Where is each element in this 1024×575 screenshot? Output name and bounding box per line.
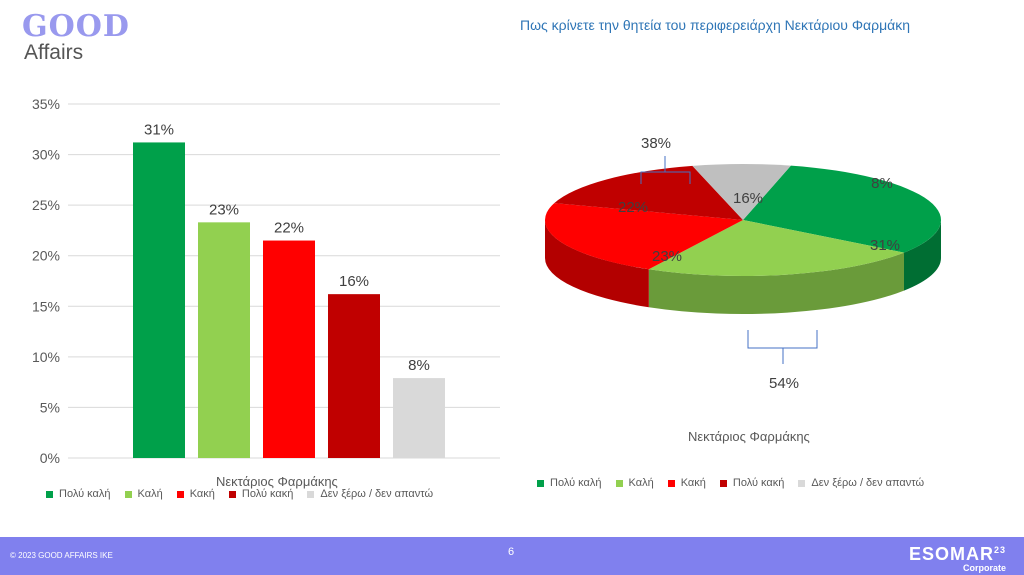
bar-legend-swatch — [307, 490, 315, 498]
bar — [328, 294, 380, 458]
pie-slice — [648, 220, 904, 276]
pie-legend-label: Κακή — [680, 477, 706, 489]
page-number: 6 — [508, 546, 515, 558]
bar-data-label: 23% — [209, 201, 239, 218]
bar-y-tick-label: 35% — [32, 96, 60, 112]
bar-y-tick-label: 0% — [40, 450, 60, 466]
pie-slice — [545, 203, 743, 270]
bar-chart: 0% 5% 10% 15% 20% 25% 30% 35% 31% 23% 22% 16% 8% — [32, 96, 500, 466]
bar-data-label: 8% — [408, 357, 430, 374]
pie-slice-side — [648, 252, 904, 314]
bar-legend-item: Πολύ κακή — [228, 488, 294, 500]
pie-legend-swatch — [798, 479, 806, 487]
pie-chart: 31% 23% 22% 16% 8% 38% 54% — [545, 135, 941, 392]
pie-chart-title: Πως κρίνετε την θητεία του περιφερειάρχη… — [520, 17, 911, 33]
bar-y-tick-label: 25% — [32, 197, 60, 213]
pie-annotation-label: 38% — [641, 135, 671, 152]
bar-legend-item: Δεν ξέρω / δεν απαντώ — [307, 488, 433, 500]
bar-y-tick-label: 15% — [32, 298, 60, 314]
bar-y-tick-label: 5% — [40, 399, 60, 415]
bar-legend-label: Κακή — [189, 488, 215, 500]
pie-chart-xlabel: Νεκτάριος Φαρμάκης — [688, 429, 810, 444]
pie-slice-side — [545, 220, 649, 308]
pie-legend-item: Καλή — [615, 477, 654, 489]
pie-chart-legend: Πολύ καλή Καλή Κακή Πολύ κακή Δεν ξέρω / δεν… — [537, 477, 938, 489]
bar-chart-legend: Πολύ καλή Καλή Κακή Πολύ κακή Δεν ξέρω / δεν… — [46, 488, 447, 500]
bar-legend-label: Δεν ξέρω / δεν απαντώ — [320, 488, 434, 500]
bar — [133, 142, 185, 459]
pie-data-label: 8% — [871, 175, 893, 192]
pie-annotation-bracket — [747, 330, 818, 364]
esomar-logo: ESOMAR23 Corporate — [909, 541, 1006, 573]
bar-legend-swatch — [46, 490, 53, 498]
pie-legend-label: Δεν ξέρω / δεν απαντώ — [811, 477, 925, 489]
bar-data-label: 22% — [274, 220, 304, 237]
bar-legend-swatch — [176, 490, 184, 498]
bar — [198, 222, 250, 458]
pie-legend-item: Πολύ καλή — [537, 477, 602, 489]
pie-legend-item: Κακή — [667, 477, 706, 489]
bar-y-tick-label: 20% — [32, 248, 60, 264]
bar-legend-label: Πολύ κακή — [241, 488, 294, 500]
pie-legend-item: Πολύ κακή — [719, 477, 785, 489]
esomar-corporate: Corporate — [962, 563, 1006, 573]
bar-legend-item: Καλή — [124, 488, 163, 500]
pie-legend-label: Πολύ καλή — [550, 477, 602, 489]
pie-legend-swatch — [719, 479, 727, 487]
copyright-text: © 2023 GOOD AFFAIRS IKE — [10, 551, 113, 560]
pie-legend-label: Καλή — [628, 477, 654, 489]
bar-y-tick-label: 10% — [32, 349, 60, 365]
footer-bar: © 2023 GOOD AFFAIRS IKE 6 ESOMAR23 Corpo… — [0, 537, 1024, 575]
pie-legend-item: Δεν ξέρω / δεν απαντώ — [798, 477, 924, 489]
pie-legend-swatch — [537, 479, 544, 487]
bar — [263, 240, 315, 458]
pie-annotation-label: 54% — [769, 375, 799, 392]
bar-data-label: 31% — [144, 121, 174, 138]
esomar-year: 23 — [993, 545, 1006, 555]
bar-y-tick-label: 30% — [32, 147, 60, 163]
pie-data-label: 31% — [870, 237, 900, 254]
pie-legend-swatch — [615, 479, 623, 487]
bar-legend-item: Κακή — [176, 488, 215, 500]
pie-annotation-bracket — [640, 156, 691, 184]
bar-chart-xlabel: Νεκτάριος Φαρμάκης — [216, 474, 338, 489]
pie-slice — [692, 164, 791, 220]
pie-slice — [554, 165, 743, 220]
esomar-name: ESOMAR — [908, 544, 994, 564]
good-affairs-logo: GOOD Affairs — [22, 12, 130, 64]
pie-slice-side — [903, 220, 941, 291]
pie-slice — [743, 165, 941, 253]
pie-data-label: 22% — [618, 199, 648, 216]
bar-data-label: 16% — [339, 273, 369, 290]
pie-data-label: 23% — [652, 248, 682, 265]
bar — [393, 378, 445, 458]
logo-good-text: GOOD — [22, 9, 130, 44]
bar-legend-swatch — [124, 490, 132, 498]
bar-legend-label: Πολύ καλή — [59, 488, 111, 500]
bar-legend-item: Πολύ καλή — [46, 488, 111, 500]
pie-legend-label: Πολύ κακή — [732, 477, 785, 489]
logo-affairs-text: Affairs — [24, 41, 84, 64]
bar-legend-swatch — [228, 490, 236, 498]
bar-legend-label: Καλή — [137, 488, 163, 500]
pie-data-label: 16% — [733, 190, 763, 207]
pie-legend-swatch — [667, 479, 675, 487]
